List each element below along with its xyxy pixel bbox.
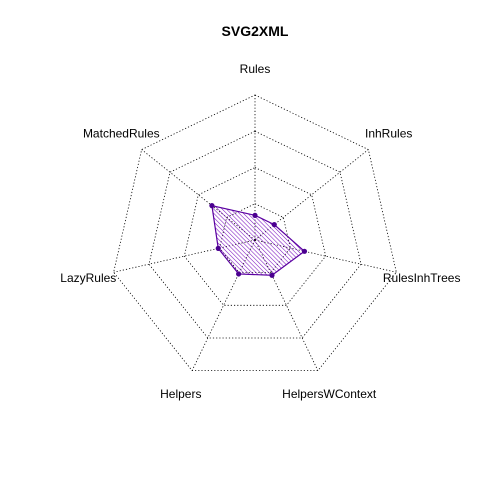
chart-title: SVG2XML bbox=[222, 23, 289, 39]
axis-label: MatchedRules bbox=[83, 126, 160, 140]
axis-label-layer: Rules InhRules RulesInhTrees HelpersWContex… bbox=[60, 62, 460, 401]
axis-label: Helpers bbox=[160, 387, 201, 401]
axis-label: HelpersWContext bbox=[282, 387, 377, 401]
axis-label: RulesInhTrees bbox=[383, 271, 461, 285]
axis-label: LazyRules bbox=[60, 271, 116, 285]
data-point bbox=[215, 245, 221, 251]
data-point bbox=[252, 212, 258, 218]
data-point bbox=[236, 271, 242, 277]
grid-ring bbox=[148, 130, 362, 339]
axis-label: Rules bbox=[240, 62, 271, 76]
series-layer bbox=[209, 203, 308, 278]
data-point bbox=[269, 272, 275, 278]
data-point bbox=[301, 248, 308, 254]
axis-label: InhRules bbox=[365, 126, 412, 140]
series-area bbox=[211, 204, 306, 276]
grid-ring bbox=[113, 94, 397, 372]
data-point bbox=[271, 222, 277, 228]
data-point bbox=[209, 203, 215, 209]
